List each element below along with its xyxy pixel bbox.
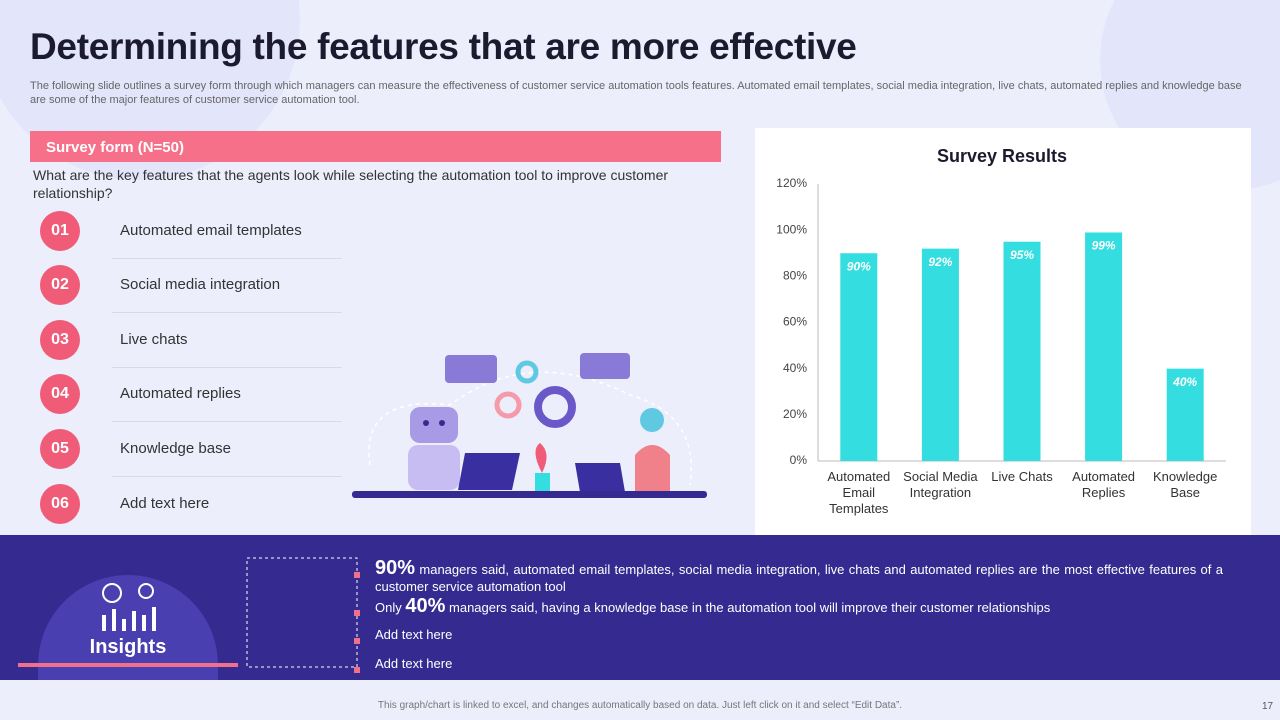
x-tick-label: Social Media Integration (903, 469, 978, 500)
value-label: 95% (1010, 248, 1034, 262)
bar (1085, 232, 1123, 461)
item-text: Social media integration (120, 276, 281, 293)
x-tick-label: Live Chats (991, 469, 1053, 484)
y-tick-label: 80% (783, 269, 807, 283)
illustration (352, 353, 707, 498)
value-label: 92% (928, 255, 952, 269)
insight-prefix: Only (375, 600, 402, 615)
footer-note: This graph/chart is linked to excel, and… (377, 700, 903, 711)
insight-body: Add text here (375, 656, 453, 671)
insight-body: Add text here (375, 627, 453, 642)
bar (840, 253, 878, 461)
item-number: 01 (40, 211, 80, 251)
x-tick-label: Automated Replies (1072, 469, 1136, 500)
insight-highlight: 40% (405, 595, 446, 617)
bullet (354, 610, 360, 616)
survey-bar (30, 131, 721, 162)
item-text: Add text here (120, 495, 210, 512)
bar (1166, 368, 1204, 461)
insight-text: Add text here (375, 655, 1223, 672)
insight-text: Only 40% managers said, having a knowled… (375, 595, 1223, 617)
item-number: 04 (40, 374, 80, 414)
bar (921, 248, 959, 461)
insight-highlight: 90% (375, 557, 416, 579)
bar (1003, 241, 1041, 461)
insight-body: managers said, automated email templates… (375, 562, 1223, 594)
insight-text: 90% managers said, automated email templ… (375, 557, 1223, 595)
chart-panel: Survey Results 0% 20% 40% 60% 80% 100% 120% 90%… (755, 128, 1251, 535)
item-number: 05 (40, 429, 80, 469)
value-label: 99% (1092, 239, 1116, 253)
survey-label: Survey form (N=50) (46, 139, 184, 156)
subtitle: The following slide outlines a survey fo… (30, 80, 1242, 106)
item-number: 02 (40, 265, 80, 305)
x-tick-label: Knowledge Base (1153, 469, 1218, 500)
chart: Survey Results 0% 20% 40% 60% 80% 100% 120% 90%… (776, 146, 1226, 467)
item-text: Automated email templates (120, 222, 302, 239)
bullet (354, 572, 360, 578)
separator (112, 367, 342, 368)
value-label: 40% (1172, 375, 1197, 389)
y-tick-label: 60% (783, 315, 807, 329)
item-number: 03 (40, 320, 80, 360)
bullet (354, 667, 360, 673)
insights-decor (18, 557, 358, 680)
chart-title: Survey Results (937, 146, 1067, 166)
item-text: Knowledge base (120, 440, 231, 457)
insights-label: Insights (89, 636, 167, 658)
title: Determining the features that are more e… (30, 26, 857, 67)
item-number: 06 (40, 484, 80, 524)
separator (112, 258, 342, 259)
item-text: Automated replies (120, 385, 241, 402)
y-tick-label: 40% (783, 361, 807, 375)
y-tick-label: 20% (783, 407, 807, 421)
question: What are the key features that the agent… (33, 167, 669, 201)
item-text: Live chats (120, 331, 188, 348)
page-number: 17 (1262, 701, 1274, 712)
insight-text: Add text here (375, 626, 1223, 643)
y-tick-label: 100% (776, 222, 807, 236)
separator (112, 421, 342, 422)
value-label: 90% (847, 259, 871, 273)
insight-body: managers said, having a knowledge base i… (449, 600, 1051, 615)
separator (112, 476, 342, 477)
bullet (354, 638, 360, 644)
y-tick-label: 0% (790, 453, 808, 467)
x-tick-label: Automated Email Templates (827, 469, 891, 516)
separator (112, 312, 342, 313)
y-tick-label: 120% (776, 176, 807, 190)
